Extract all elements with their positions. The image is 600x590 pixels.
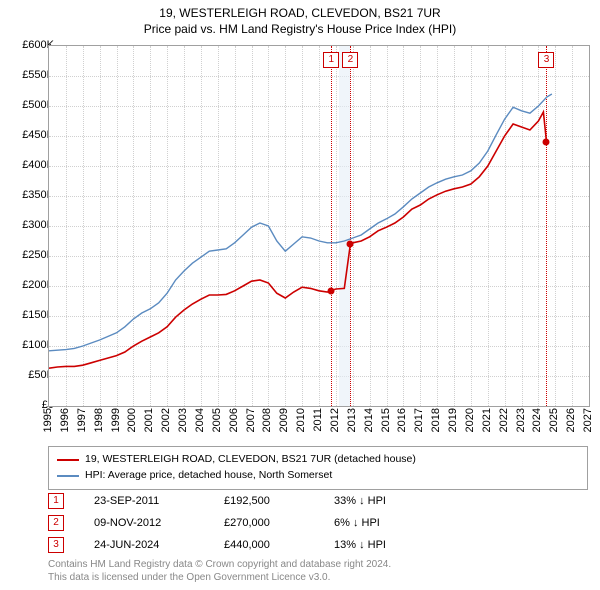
x-axis-label: 2008 <box>261 408 273 432</box>
chart-container: 19, WESTERLEIGH ROAD, CLEVEDON, BS21 7UR… <box>0 0 600 590</box>
event-marker-icon: 3 <box>48 537 64 553</box>
legend-swatch <box>57 459 79 461</box>
attribution: Contains HM Land Registry data © Crown c… <box>48 558 391 584</box>
x-axis-label: 2001 <box>143 408 155 432</box>
x-axis-label: 2012 <box>329 408 341 432</box>
x-axis-label: 2013 <box>346 408 358 432</box>
event-row: 1 23-SEP-2011 £192,500 33% ↓ HPI <box>48 490 444 512</box>
line-series <box>49 46 589 406</box>
sale-dot-icon <box>543 139 550 146</box>
x-axis-label: 1995 <box>42 408 54 432</box>
legend: 19, WESTERLEIGH ROAD, CLEVEDON, BS21 7UR… <box>48 446 588 490</box>
attribution-line: This data is licensed under the Open Gov… <box>48 571 391 584</box>
x-axis-label: 2018 <box>430 408 442 432</box>
event-marker-icon: 2 <box>48 515 64 531</box>
x-axis-label: 2025 <box>548 408 560 432</box>
event-price: £440,000 <box>224 539 334 551</box>
event-pct: 13% ↓ HPI <box>334 539 444 551</box>
sale-dot-icon <box>347 241 354 248</box>
sale-dot-icon <box>328 287 335 294</box>
event-price: £270,000 <box>224 517 334 529</box>
x-axis-label: 2006 <box>228 408 240 432</box>
legend-item: 19, WESTERLEIGH ROAD, CLEVEDON, BS21 7UR… <box>57 452 579 468</box>
x-axis-label: 2021 <box>481 408 493 432</box>
event-marker-icon: 1 <box>48 493 64 509</box>
x-axis-label: 1996 <box>59 408 71 432</box>
x-axis-label: 1998 <box>93 408 105 432</box>
legend-item: HPI: Average price, detached house, Nort… <box>57 468 579 484</box>
event-marker-icon: 1 <box>323 52 339 68</box>
x-axis-label: 2002 <box>160 408 172 432</box>
event-pct: 33% ↓ HPI <box>334 495 444 507</box>
x-axis-label: 2010 <box>295 408 307 432</box>
x-axis-label: 2016 <box>396 408 408 432</box>
x-axis-label: 2024 <box>531 408 543 432</box>
x-axis-label: 2014 <box>363 408 375 432</box>
event-row: 3 24-JUN-2024 £440,000 13% ↓ HPI <box>48 534 444 556</box>
event-pct: 6% ↓ HPI <box>334 517 444 529</box>
x-axis-label: 2017 <box>413 408 425 432</box>
event-marker-icon: 3 <box>538 52 554 68</box>
legend-label: HPI: Average price, detached house, Nort… <box>85 468 332 484</box>
series-hpi <box>49 94 552 351</box>
x-axis-label: 2003 <box>177 408 189 432</box>
event-marker-icon: 2 <box>342 52 358 68</box>
event-date: 24-JUN-2024 <box>94 539 224 551</box>
chart-title: 19, WESTERLEIGH ROAD, CLEVEDON, BS21 7UR <box>0 0 600 22</box>
legend-swatch <box>57 475 79 477</box>
x-axis-label: 2019 <box>447 408 459 432</box>
plot-area: 12 3 <box>48 45 590 407</box>
x-axis-label: 2005 <box>211 408 223 432</box>
legend-label: 19, WESTERLEIGH ROAD, CLEVEDON, BS21 7UR… <box>85 452 416 468</box>
x-axis-label: 2015 <box>380 408 392 432</box>
event-price: £192,500 <box>224 495 334 507</box>
x-axis-label: 2022 <box>498 408 510 432</box>
x-axis-label: 1997 <box>76 408 88 432</box>
x-axis-label: 2026 <box>565 408 577 432</box>
event-row: 2 09-NOV-2012 £270,000 6% ↓ HPI <box>48 512 444 534</box>
event-date: 09-NOV-2012 <box>94 517 224 529</box>
events-table: 1 23-SEP-2011 £192,500 33% ↓ HPI 2 09-NO… <box>48 490 444 556</box>
chart-subtitle: Price paid vs. HM Land Registry's House … <box>0 22 600 40</box>
x-axis-label: 2027 <box>582 408 594 432</box>
event-date: 23-SEP-2011 <box>94 495 224 507</box>
x-axis-label: 1999 <box>110 408 122 432</box>
attribution-line: Contains HM Land Registry data © Crown c… <box>48 558 391 571</box>
x-axis-label: 2007 <box>245 408 257 432</box>
x-axis-label: 2023 <box>515 408 527 432</box>
x-axis-label: 2004 <box>194 408 206 432</box>
x-axis-label: 2000 <box>126 408 138 432</box>
x-axis-label: 2020 <box>464 408 476 432</box>
x-axis-label: 2011 <box>312 408 324 432</box>
x-axis-label: 2009 <box>278 408 290 432</box>
